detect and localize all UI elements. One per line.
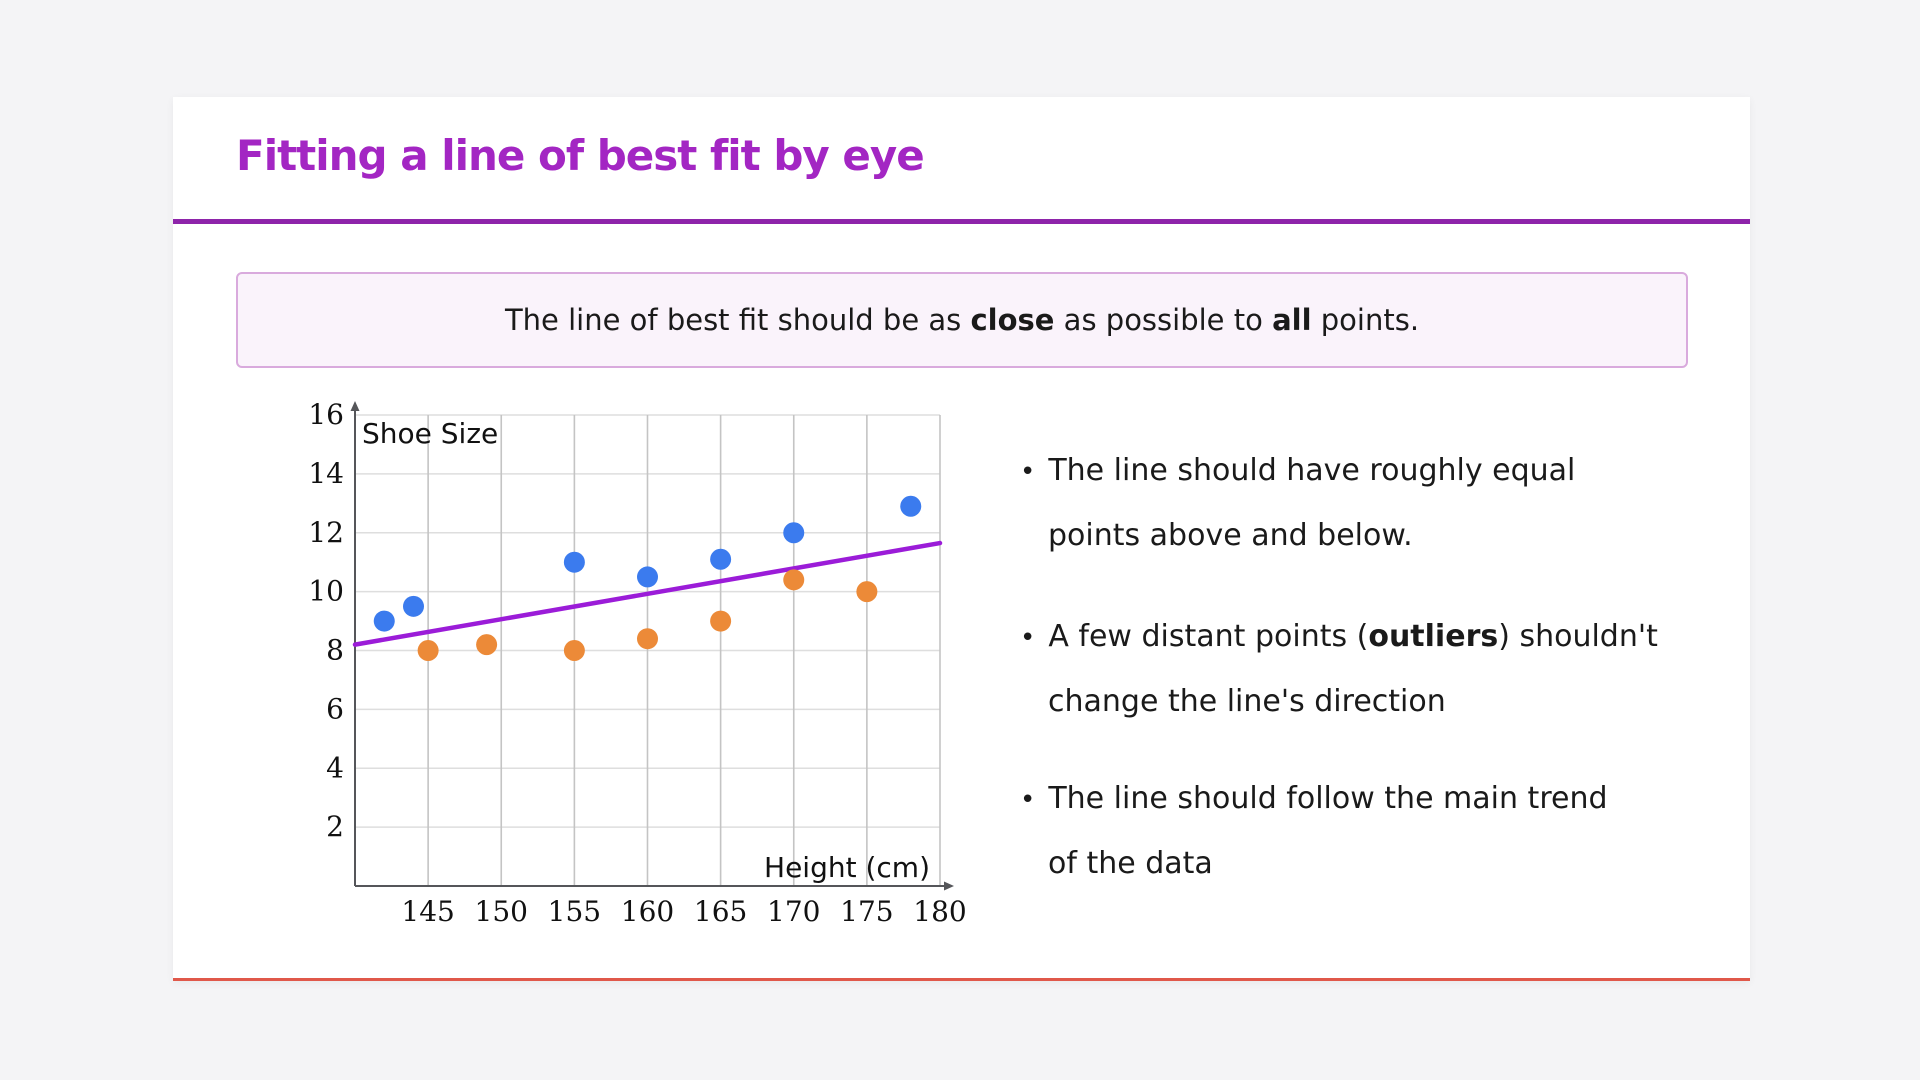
bullet-1-line-2: points above and below. — [1020, 504, 1720, 567]
y-tick-label: 14 — [308, 457, 344, 490]
x-tick-label: 175 — [840, 895, 893, 928]
x-tick-label: 155 — [548, 895, 601, 928]
bullet-2-text-2: change the line's direction — [1048, 684, 1446, 719]
data-point-above — [563, 551, 585, 573]
bullet-1-line-1: • The line should have roughly equal — [1020, 439, 1720, 504]
bullet-3-text-2: of the data — [1048, 846, 1213, 881]
data-point-above — [710, 548, 732, 570]
data-point-above — [900, 495, 922, 517]
x-tick-label: 170 — [767, 895, 820, 928]
callout-bold-all: all — [1272, 303, 1312, 337]
bullet-2-text-1c: ) shouldn't — [1498, 619, 1658, 654]
data-point-below — [637, 628, 658, 650]
x-tick-label: 180 — [913, 895, 966, 928]
data-point-above — [783, 522, 805, 544]
callout-bold-close: close — [970, 303, 1055, 337]
bullet-3-text-1: The line should follow the main trend — [1048, 781, 1608, 816]
bullet-item-2: • A few distant points (outliers) shouldn… — [1020, 605, 1720, 733]
bullet-1-text-2: points above and below. — [1048, 518, 1413, 553]
callout-part-1: The line of best fit should be as — [504, 303, 971, 337]
data-point-below — [710, 610, 732, 632]
data-point-below — [417, 640, 439, 661]
y-tick-label: 6 — [326, 692, 344, 725]
y-axis-title: Shoe Size — [362, 417, 498, 450]
bullet-marker: • — [1020, 623, 1036, 653]
x-tick-label: 145 — [401, 895, 454, 928]
bullet-marker: • — [1020, 785, 1036, 815]
x-axis-title: Height (cm) — [764, 851, 930, 884]
data-point-above — [637, 566, 658, 588]
title-divider — [173, 219, 1750, 224]
bullet-3-line-2: of the data — [1020, 832, 1720, 895]
page-title: Fitting a line of best fit by eye — [236, 131, 925, 180]
data-point-above — [403, 595, 424, 617]
bullet-item-3: • The line should follow the main trend o… — [1020, 767, 1720, 895]
lesson-card: Fitting a line of best fit by eye The li… — [173, 97, 1750, 981]
chart-canvas: 145 150 155 160 165 170 175 180 2 4 6 8 10 12 14 16 — [308, 398, 966, 928]
callout-text: The line of best fit should be as close … — [505, 303, 1419, 337]
data-point-below — [783, 569, 805, 591]
bullet-item-1: • The line should have roughly equal poin… — [1020, 439, 1720, 567]
bullet-1-text-1: The line should have roughly equal — [1048, 453, 1576, 488]
scatter-chart: 145 150 155 160 165 170 175 180 2 4 6 8 10 12 14 16 Sho… — [308, 398, 966, 928]
x-tick-label: 160 — [621, 895, 674, 928]
bullet-2-line-1: • A few distant points (outliers) shouldn… — [1020, 605, 1720, 670]
y-tick-label: 10 — [308, 575, 344, 608]
bullet-marker: • — [1020, 457, 1036, 487]
best-fit-line — [352, 540, 943, 647]
bullet-2-text-1a: A few distant points ( — [1048, 619, 1369, 654]
y-tick-label: 2 — [326, 810, 344, 843]
y-tick-label: 4 — [326, 751, 344, 784]
callout-part-2: as possible to — [1054, 303, 1273, 337]
y-tick-label: 8 — [326, 634, 344, 667]
y-tick-label: 16 — [308, 398, 344, 431]
data-point-below — [563, 640, 585, 661]
data-point-above — [373, 610, 395, 632]
bullet-2-line-2: change the line's direction — [1020, 670, 1720, 733]
callout-part-3: points. — [1311, 303, 1420, 337]
x-tick-label: 165 — [694, 895, 747, 928]
y-tick-label: 12 — [308, 516, 344, 549]
callout-box: The line of best fit should be as close … — [236, 272, 1688, 368]
y-axis-arrow — [350, 401, 360, 411]
bullet-3-line-1: • The line should follow the main trend — [1020, 767, 1720, 832]
x-tick-label: 150 — [475, 895, 528, 928]
data-point-below — [856, 581, 878, 603]
data-point-below — [476, 634, 498, 656]
x-axis-arrow — [944, 881, 954, 891]
bullet-2-bold-outliers: outliers — [1368, 619, 1499, 654]
